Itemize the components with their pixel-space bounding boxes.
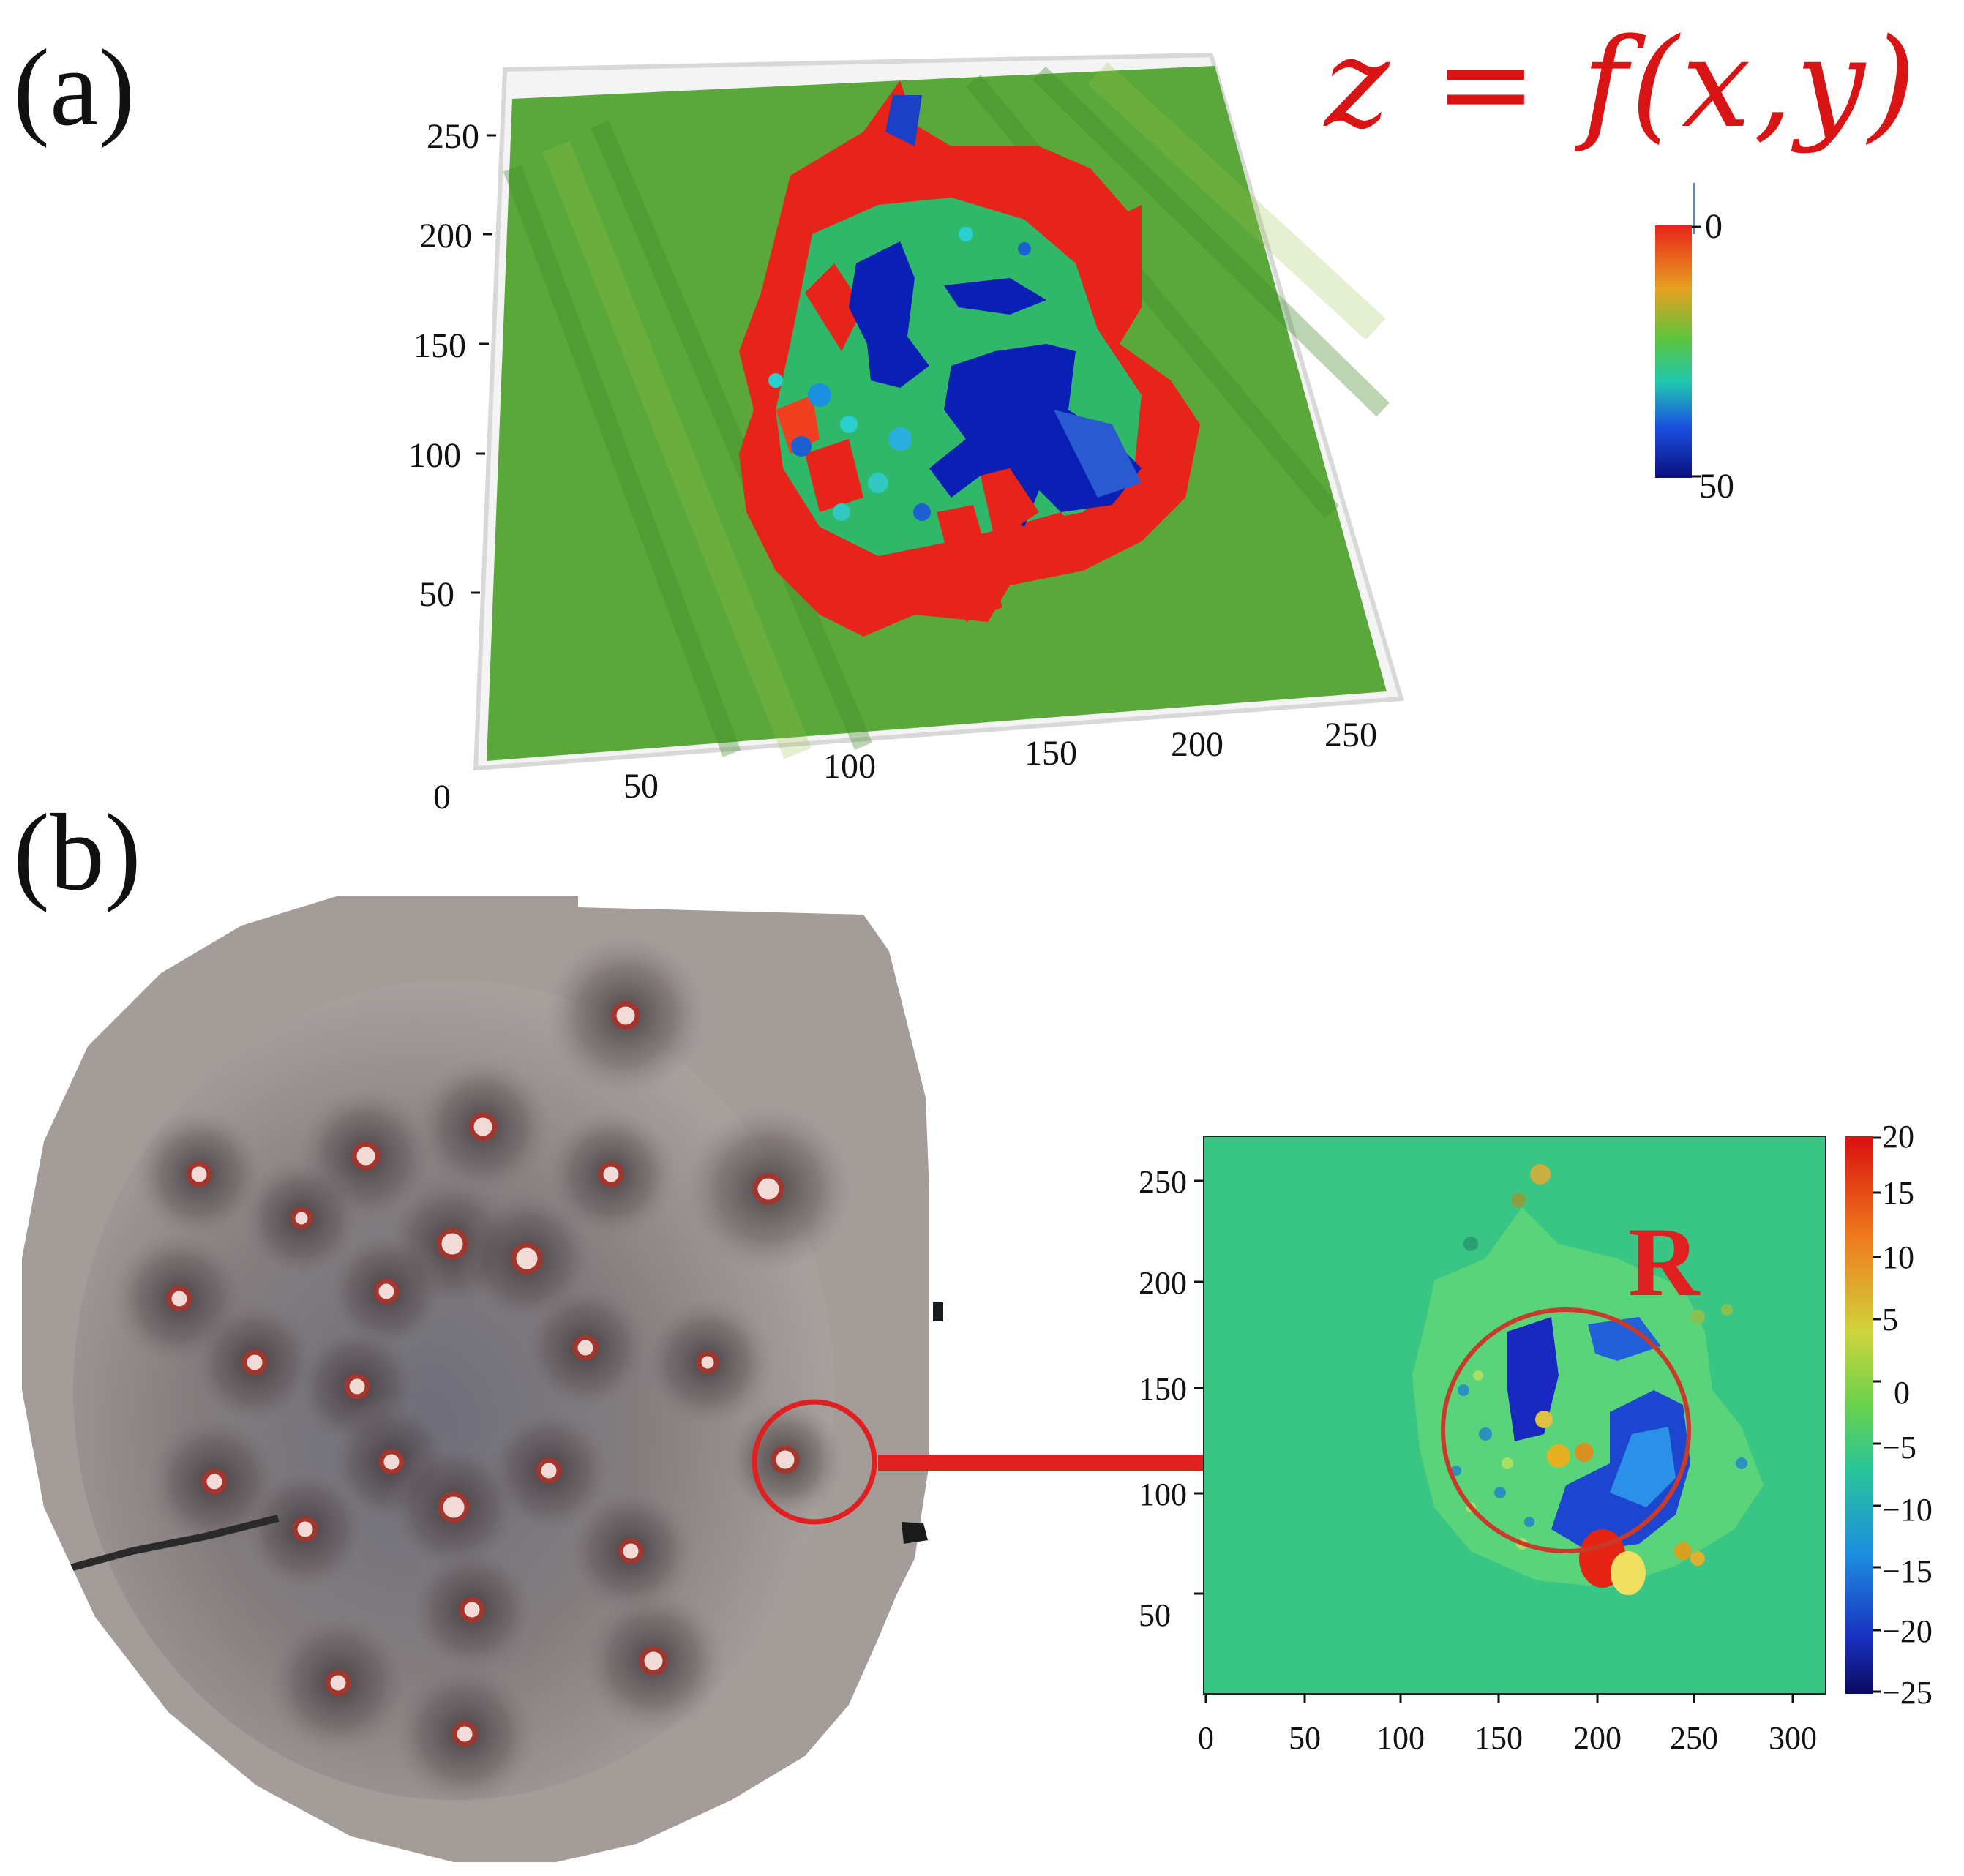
surface-y-tick: 100 — [408, 436, 461, 475]
surface-colorbar-gradient — [1655, 225, 1692, 478]
map-colorbar-tick: 5 — [1882, 1302, 1898, 1337]
surface-y-ticks: 250 200 150 100 50 — [408, 117, 479, 614]
map-y-tick: 200 — [1139, 1265, 1187, 1301]
surface-y-axis — [471, 134, 496, 594]
highlight-circle — [752, 1399, 877, 1525]
map-x-tick: 250 — [1670, 1720, 1718, 1756]
region-r-circle — [1441, 1307, 1691, 1553]
surface-colorbar: 0 50 — [1655, 183, 1734, 506]
sample-crack — [50, 1515, 280, 1577]
map-x-ticks: 0 50 100 150 200 250 300 — [1198, 1720, 1817, 1756]
panel-a-label: (a) — [13, 27, 135, 149]
map-y-tick: 250 — [1139, 1164, 1187, 1200]
map-colorbar-tick: −20 — [1882, 1613, 1933, 1649]
surface-x-tick: 50 — [623, 767, 659, 806]
map-colorbar-tick: 0 — [1894, 1375, 1910, 1411]
pit-height-map: R 250 200 150 100 50 0 50 — [1139, 1136, 1826, 1756]
map-colorbar-tick: −10 — [1882, 1492, 1933, 1528]
surface-formula: z = f(x,y) — [1324, 12, 1919, 155]
surface-x-tick: 100 — [823, 747, 876, 786]
surface-y-tick: 50 — [419, 575, 454, 614]
map-colorbar-tick: −25 — [1882, 1675, 1933, 1711]
map-y-tick: 150 — [1139, 1371, 1187, 1407]
sample-photo — [22, 896, 943, 1862]
map-x-tick: 150 — [1474, 1720, 1523, 1756]
map-x-tick: 100 — [1376, 1720, 1425, 1756]
surface-x-ticks: 0 50 100 150 200 250 — [433, 716, 1377, 817]
surface-colorbar-top-label: 0 — [1705, 207, 1723, 246]
map-x-tick: 0 — [1198, 1720, 1214, 1756]
map-colorbar-tick: 10 — [1882, 1239, 1914, 1275]
map-colorbar-tick: −5 — [1882, 1430, 1916, 1466]
map-y-tick: 50 — [1139, 1597, 1171, 1633]
surface-x-tick: 150 — [1024, 734, 1077, 773]
map-colorbar-tick: 20 — [1882, 1119, 1914, 1155]
surface-x-tick: 250 — [1324, 716, 1377, 754]
map-y-tick: 100 — [1139, 1477, 1187, 1512]
corrosion-pits — [110, 935, 852, 1807]
surface-y-tick: 200 — [419, 217, 472, 255]
surface-y-tick: 150 — [413, 326, 466, 365]
map-colorbar-tick: −15 — [1882, 1553, 1933, 1589]
surface-colorbar-bottom-label: 50 — [1699, 467, 1734, 506]
map-colorbar: 20 15 10 5 0 −5 −10 −15 −20 −25 — [1845, 1119, 1933, 1711]
region-r-label: R — [1628, 1208, 1701, 1317]
surface-pit — [739, 80, 1200, 637]
map-colorbar-gradient — [1845, 1136, 1873, 1694]
map-colorbar-tick: 15 — [1882, 1175, 1914, 1211]
map-x-tick: 300 — [1769, 1720, 1817, 1756]
map-x-tick: 200 — [1573, 1720, 1622, 1756]
map-y-ticks: 250 200 150 100 50 — [1139, 1164, 1187, 1633]
surface-3d-plot: 250 200 150 100 50 0 50 100 150 200 250 — [408, 52, 1404, 817]
panel-b-label: (b) — [13, 792, 141, 913]
surface-y-tick: 250 — [427, 117, 479, 156]
surface-x-tick: 0 — [433, 778, 451, 817]
map-x-tick: 50 — [1289, 1720, 1321, 1756]
surface-x-tick: 200 — [1171, 725, 1223, 764]
